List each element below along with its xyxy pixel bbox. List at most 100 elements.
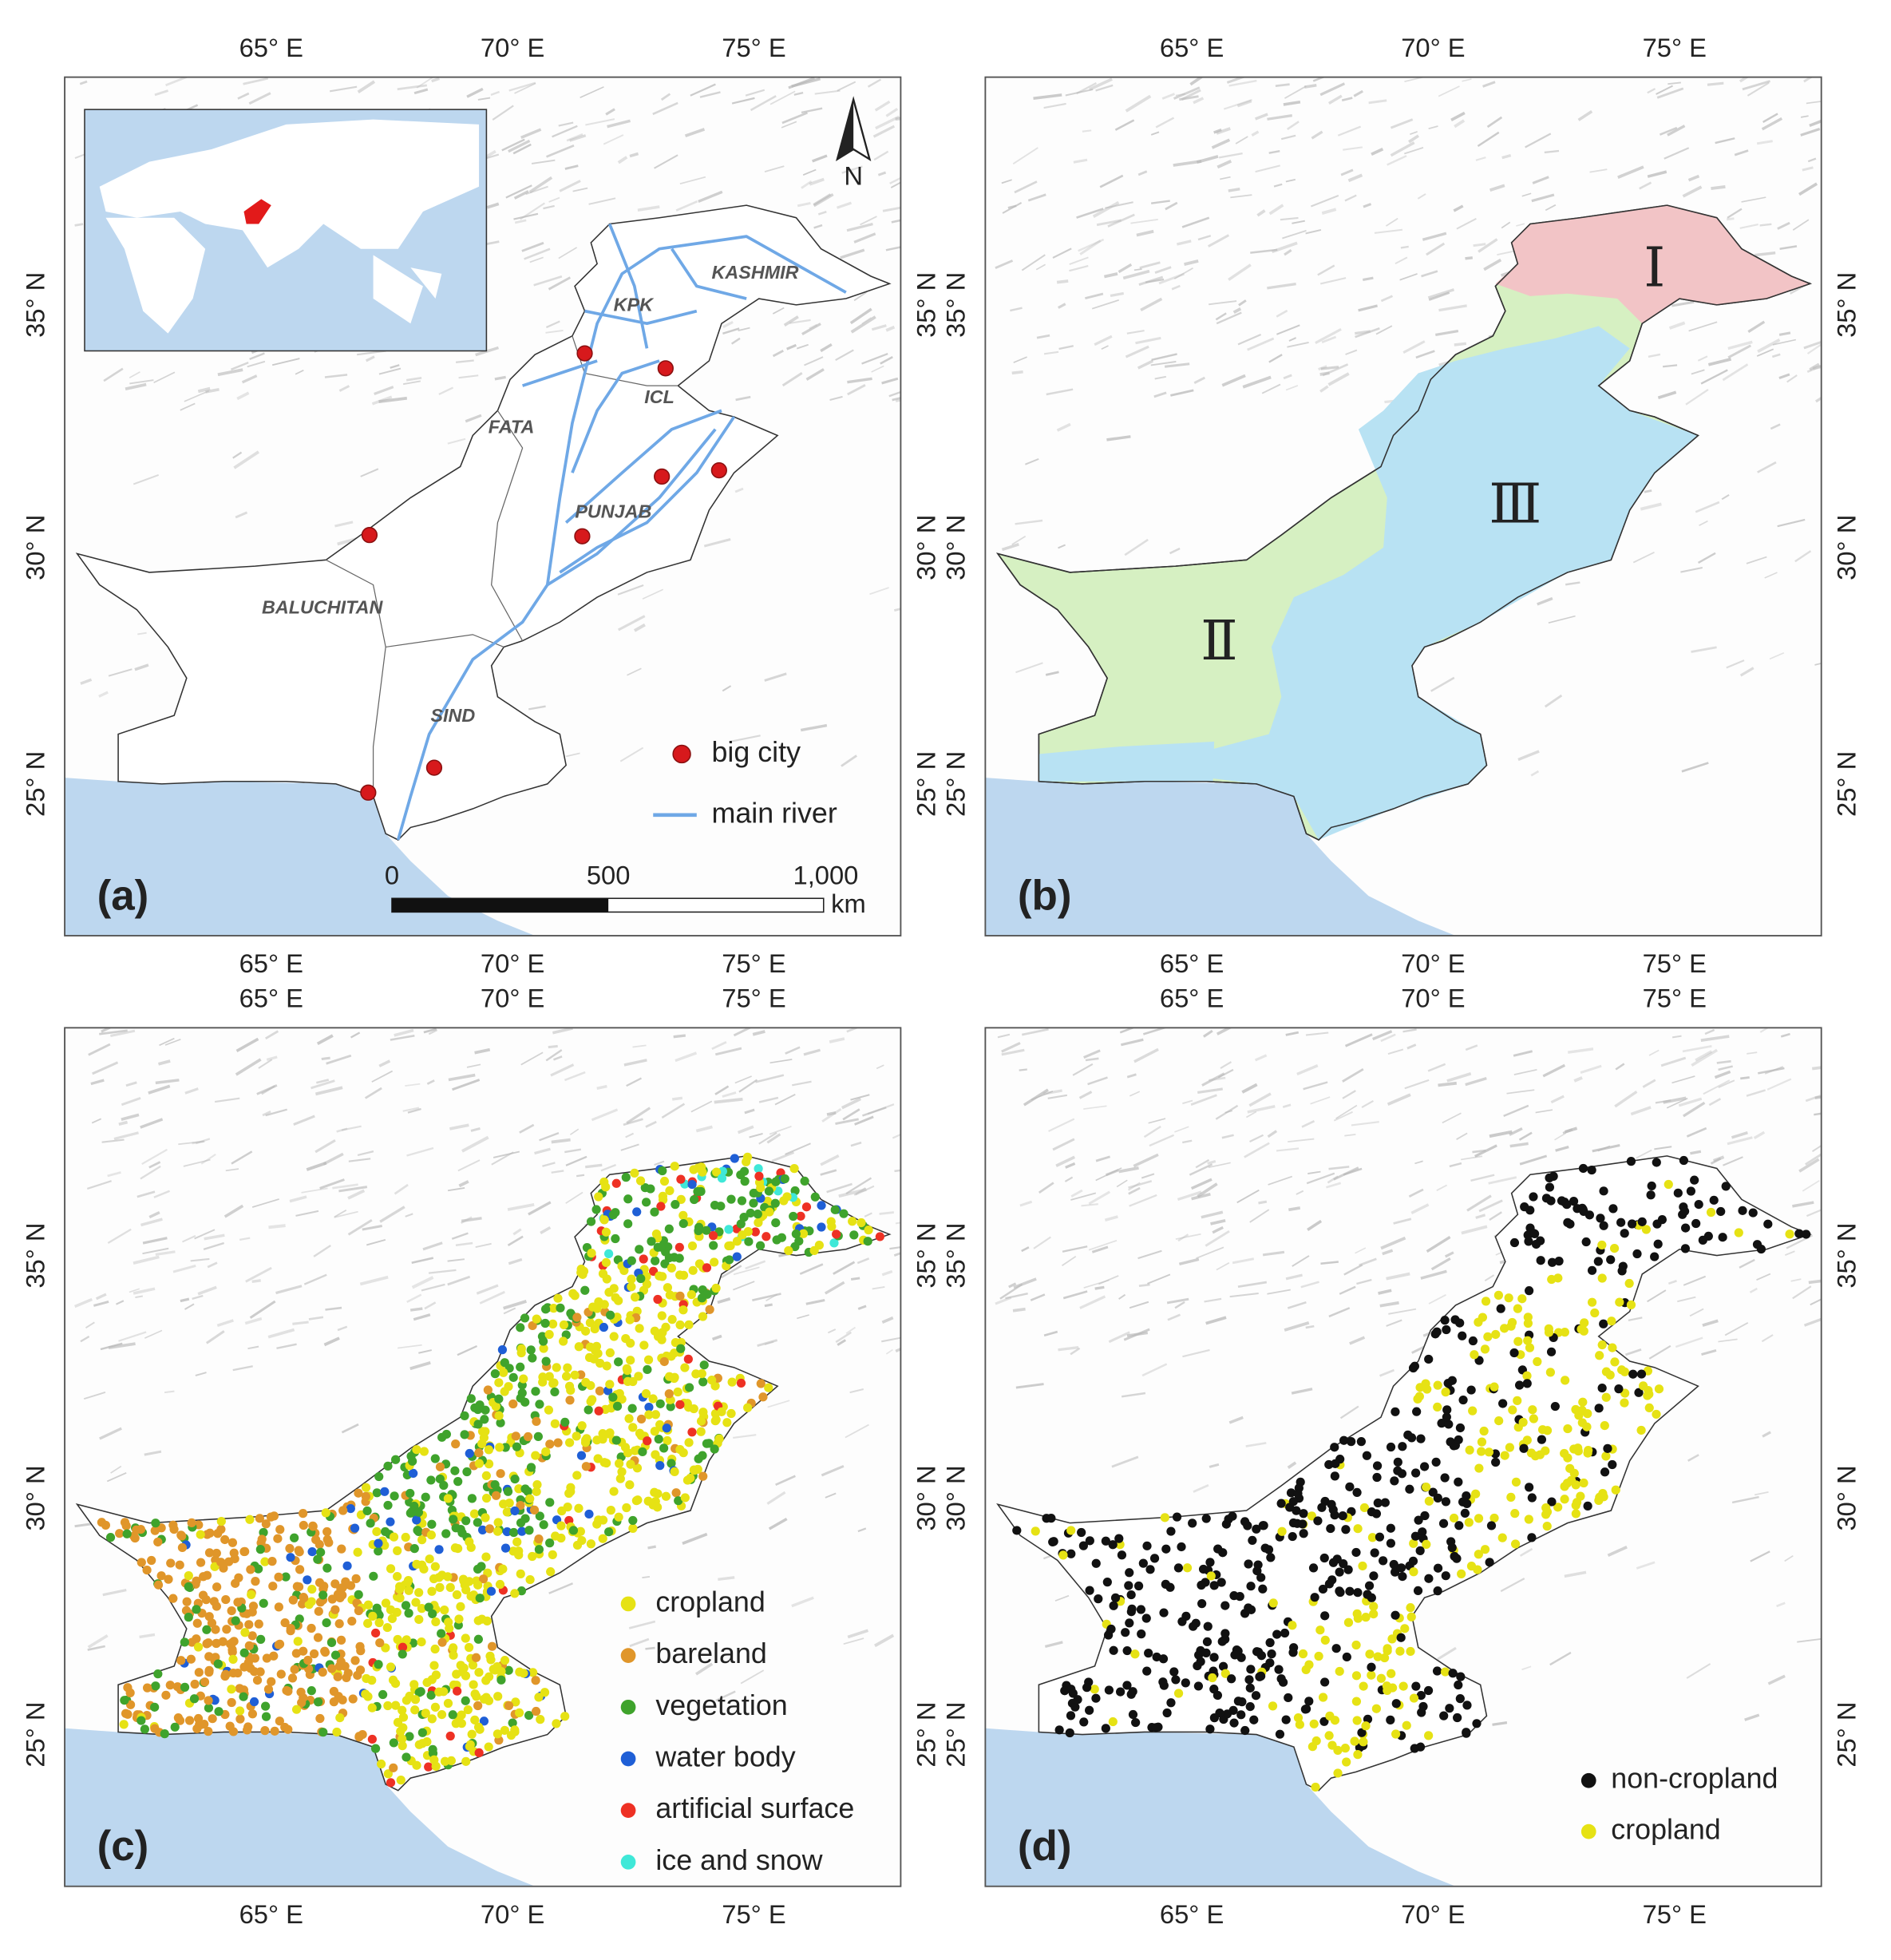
hillshade bbox=[745, 89, 765, 97]
hillshade bbox=[118, 1331, 147, 1342]
hillshade bbox=[155, 1079, 180, 1085]
sample-point bbox=[544, 1405, 554, 1415]
sample-point bbox=[635, 1428, 645, 1438]
hillshade bbox=[1065, 1162, 1076, 1169]
sample-point bbox=[414, 1614, 424, 1625]
hillshade bbox=[1209, 1076, 1226, 1082]
hillshade bbox=[856, 1257, 870, 1265]
sample-point bbox=[1338, 1511, 1347, 1521]
sample-point bbox=[1101, 1724, 1110, 1733]
hillshade bbox=[153, 1190, 171, 1198]
hillshade bbox=[108, 668, 133, 677]
hillshade bbox=[633, 623, 646, 632]
sample-point bbox=[240, 1628, 250, 1637]
sample-point bbox=[1202, 1637, 1213, 1647]
sample-point bbox=[698, 1451, 707, 1460]
sample-point bbox=[1372, 1472, 1382, 1483]
sample-point bbox=[130, 1533, 140, 1543]
sample-point bbox=[428, 1609, 437, 1618]
sample-point bbox=[1359, 1681, 1368, 1691]
hillshade bbox=[1640, 502, 1662, 511]
hillshade bbox=[758, 1131, 777, 1145]
sample-point bbox=[293, 1637, 303, 1646]
sample-point bbox=[526, 1463, 536, 1472]
sample-point bbox=[1390, 1476, 1399, 1486]
sample-point bbox=[1546, 1347, 1557, 1356]
sample-point bbox=[572, 1471, 582, 1480]
hillshade bbox=[1095, 84, 1114, 92]
sample-point bbox=[1763, 1219, 1773, 1229]
hillshade bbox=[997, 1033, 1011, 1039]
hillshade bbox=[1466, 1194, 1492, 1212]
hillshade bbox=[1509, 1127, 1523, 1136]
hillshade bbox=[418, 1349, 432, 1354]
hillshade bbox=[1268, 354, 1283, 363]
sample-point bbox=[663, 1283, 673, 1293]
hillshade bbox=[1355, 327, 1380, 339]
sample-point bbox=[413, 1526, 422, 1535]
hillshade bbox=[799, 1263, 824, 1275]
hillshade bbox=[1305, 1031, 1329, 1036]
sample-point bbox=[1189, 1621, 1198, 1631]
sample-point bbox=[574, 1503, 584, 1513]
sample-point bbox=[426, 1690, 436, 1700]
sample-point bbox=[525, 1574, 535, 1585]
sample-point bbox=[1109, 1645, 1118, 1655]
latitude-label: 25° N bbox=[1832, 1701, 1861, 1767]
sample-point bbox=[136, 1524, 145, 1534]
sample-point bbox=[417, 1604, 426, 1614]
sample-point bbox=[142, 1683, 152, 1693]
hillshade bbox=[1759, 223, 1772, 227]
hillshade bbox=[1292, 220, 1305, 224]
sample-point bbox=[1031, 1526, 1040, 1536]
sample-point bbox=[244, 1620, 254, 1629]
hillshade bbox=[359, 1275, 389, 1286]
sample-point bbox=[224, 1557, 234, 1566]
hillshade bbox=[1753, 1130, 1766, 1139]
hillshade bbox=[1475, 156, 1486, 161]
hillshade bbox=[1048, 1118, 1075, 1132]
sample-point bbox=[1524, 1515, 1533, 1524]
hillshade bbox=[876, 1064, 884, 1070]
sample-point bbox=[1077, 1527, 1086, 1538]
hillshade bbox=[1632, 551, 1655, 564]
sample-point bbox=[286, 1553, 295, 1562]
hillshade bbox=[1382, 1249, 1394, 1256]
sample-point bbox=[1505, 1443, 1514, 1452]
sample-point bbox=[1046, 1514, 1056, 1523]
sample-point bbox=[1256, 1573, 1266, 1582]
sample-point bbox=[650, 1427, 659, 1436]
hillshade bbox=[546, 144, 575, 158]
panel-label: (b) bbox=[1018, 872, 1072, 919]
sample-point bbox=[481, 1427, 490, 1436]
hillshade bbox=[1716, 1059, 1731, 1064]
hillshade bbox=[494, 375, 506, 381]
sample-point bbox=[233, 1598, 243, 1607]
hillshade bbox=[1475, 1214, 1486, 1219]
hillshade bbox=[712, 1334, 722, 1341]
hillshade bbox=[1387, 1093, 1411, 1106]
sample-point bbox=[553, 1438, 563, 1447]
sample-point bbox=[287, 1673, 298, 1683]
sample-point bbox=[228, 1654, 238, 1664]
sample-point bbox=[1126, 1590, 1136, 1600]
sample-point bbox=[744, 1237, 754, 1246]
sample-point bbox=[1571, 1509, 1580, 1519]
hillshade bbox=[1052, 1138, 1075, 1151]
sample-point bbox=[1441, 1388, 1450, 1397]
sample-point bbox=[1664, 1179, 1673, 1190]
hillshade bbox=[79, 80, 88, 85]
hillshade bbox=[326, 1054, 352, 1065]
sample-point bbox=[561, 1372, 572, 1381]
sample-point bbox=[1524, 1286, 1534, 1296]
hillshade bbox=[407, 1107, 421, 1114]
sample-point bbox=[1752, 1240, 1762, 1249]
sample-point bbox=[1545, 1173, 1554, 1182]
hillshade bbox=[1727, 208, 1743, 219]
sample-point bbox=[566, 1309, 576, 1318]
sample-point bbox=[702, 1439, 712, 1448]
hillshade bbox=[1205, 1229, 1230, 1247]
sample-point bbox=[626, 1356, 635, 1365]
sample-point bbox=[327, 1664, 337, 1673]
sample-point bbox=[780, 1174, 789, 1184]
